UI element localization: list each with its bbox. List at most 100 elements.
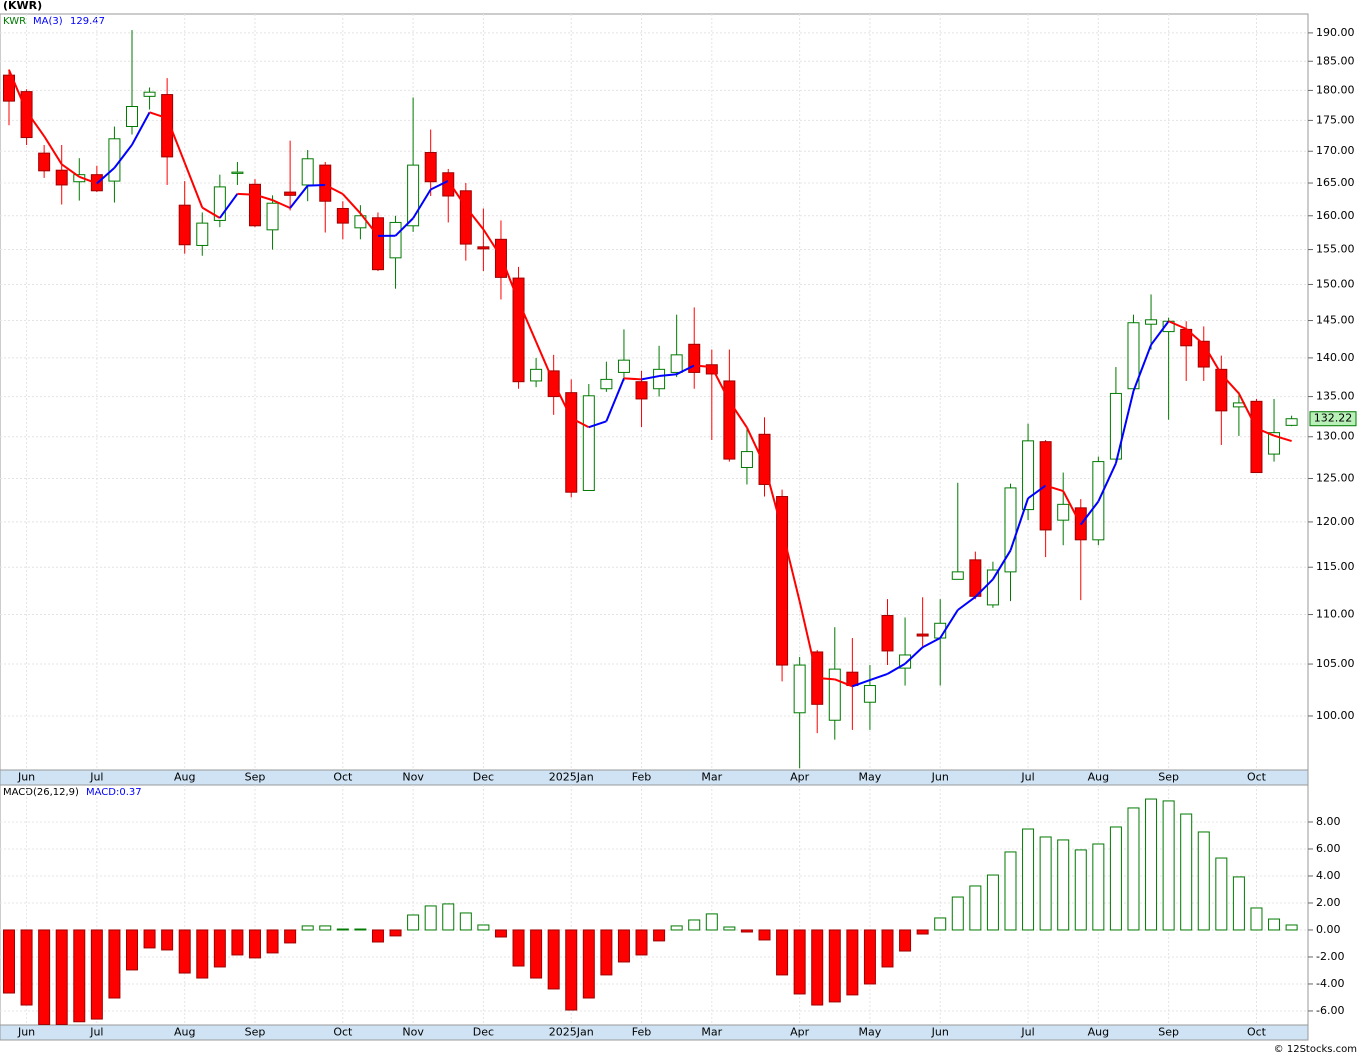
x-tick-label: Dec [473, 1026, 494, 1039]
ma-segment [517, 300, 538, 343]
macd-bar [284, 929, 297, 944]
macd-bar [1109, 826, 1122, 931]
macd-bar [723, 926, 736, 931]
candle-body [951, 571, 964, 580]
candle-body [1215, 368, 1228, 412]
macd-bar [1039, 836, 1052, 931]
macd-bar [20, 929, 33, 1006]
x-tick-label: Aug [1088, 771, 1109, 784]
candle-body [266, 202, 279, 231]
y-tick-label: 8.00 [1316, 815, 1341, 828]
ma-segment [289, 184, 309, 209]
ma-segment [1273, 434, 1292, 443]
macd-bar [108, 929, 121, 999]
y-tick-label: 115.00 [1316, 560, 1355, 573]
legend-ma-value: 129.47 [70, 16, 105, 27]
macd-bar [793, 929, 806, 995]
y-tick-label: 130.00 [1316, 430, 1355, 443]
macd-bar [1162, 800, 1175, 931]
macd-bar [196, 929, 209, 979]
ma-segment [922, 637, 941, 649]
last-price-label: 132.22 [1314, 412, 1353, 425]
candle-body [407, 164, 420, 227]
ma-segment [219, 193, 239, 219]
ma-segment [904, 646, 924, 665]
candle-body [20, 91, 33, 139]
macd-bar [1092, 843, 1105, 931]
ma-segment [992, 549, 1012, 580]
candle-body [38, 152, 51, 172]
macd-bar [161, 929, 174, 951]
ma-segment [1062, 490, 1082, 526]
candle-body [600, 378, 613, 390]
candle-body [899, 654, 912, 669]
ma-segment [254, 193, 273, 202]
macd-bar [336, 928, 349, 931]
ma-segment [61, 163, 80, 178]
x-tick-label: Feb [632, 1026, 651, 1039]
ma-segment [1097, 462, 1117, 502]
macd-bar [1145, 798, 1158, 931]
y-tick-label: 170.00 [1316, 144, 1355, 157]
y-tick-label: 6.00 [1316, 842, 1341, 855]
y-tick-label: 110.00 [1316, 608, 1355, 621]
candle-body [1232, 402, 1245, 408]
ma-segment [430, 179, 449, 191]
macd-bar [38, 929, 51, 1025]
ma-segment [8, 69, 28, 112]
x-tick-label: Aug [1088, 1026, 1109, 1039]
candle-body [108, 138, 121, 182]
x-tick-label: Oct [1247, 1026, 1267, 1039]
x-tick-label: Jun [931, 1026, 949, 1039]
y-tick-label: -2.00 [1316, 950, 1344, 963]
candle-body [653, 368, 666, 390]
ma-segment [658, 373, 677, 378]
x-tick-label: Oct [1247, 771, 1267, 784]
macd-bar [477, 924, 490, 931]
macd-bar [389, 929, 402, 937]
candle-body [582, 395, 595, 491]
candle-body [670, 354, 683, 373]
candle-body [1268, 432, 1281, 455]
y-tick-label: 180.00 [1316, 83, 1355, 96]
macd-bar [231, 929, 244, 956]
ma-segment [78, 175, 98, 185]
x-tick-label: Aug [174, 1026, 195, 1039]
macd-bar [1232, 876, 1245, 931]
x-tick-label: Jun [17, 1026, 35, 1039]
candle-body [986, 569, 999, 606]
x-tick-label: Jun [931, 771, 949, 784]
y-tick-label: 145.00 [1316, 314, 1355, 327]
ma-segment [272, 199, 291, 209]
candle-body [231, 171, 244, 174]
candle-body [1004, 487, 1017, 573]
ma-segment [1185, 328, 1205, 346]
macd-bar [354, 928, 367, 931]
ma-segment [623, 377, 642, 381]
macd-bar [407, 914, 420, 931]
candle-body [846, 671, 859, 687]
ma-segment [113, 144, 133, 169]
ma-segment [149, 111, 168, 120]
x-tick-label: 2025Jan [549, 1026, 594, 1039]
ma-segment [1027, 484, 1047, 500]
ma-segment [166, 117, 186, 164]
candle-body [1022, 440, 1035, 511]
candle-body [301, 158, 314, 186]
candle-body [565, 392, 578, 493]
y-tick-label: 165.00 [1316, 176, 1355, 189]
x-tick-label: Mar [701, 771, 722, 784]
y-tick-label: 135.00 [1316, 390, 1355, 403]
ma-segment [342, 193, 362, 214]
ma-segment [817, 677, 835, 681]
ma-segment [852, 679, 871, 688]
ma-segment [710, 366, 731, 402]
macd-bar [90, 929, 103, 1020]
ma-segment [1132, 344, 1152, 392]
x-tick-label: May [859, 771, 882, 784]
ma-segment [781, 529, 801, 602]
candle-body [740, 451, 753, 468]
ma-segment [447, 180, 467, 208]
macd-bar [986, 874, 999, 931]
macd-bar [143, 929, 156, 949]
